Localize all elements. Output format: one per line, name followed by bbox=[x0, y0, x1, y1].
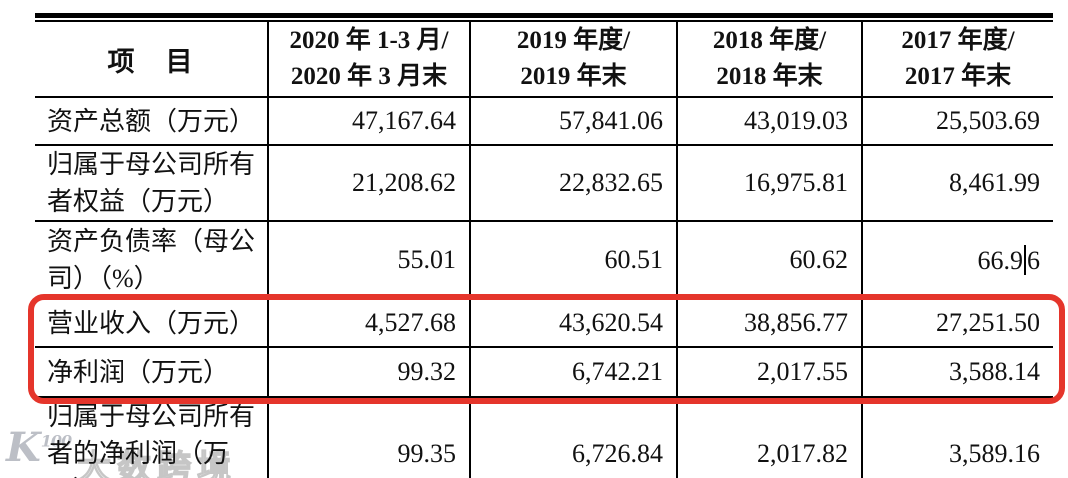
cell-value: 22,832.65 bbox=[469, 145, 677, 222]
table-row-net-profit: 净利润（万元） 99.32 6,742.21 2,017.55 3,588.14 bbox=[35, 347, 1053, 398]
table-top-thick-border bbox=[35, 13, 1053, 18]
cell-value: 25,503.69 bbox=[861, 97, 1053, 146]
cell-value: 43,019.03 bbox=[676, 97, 862, 146]
row-label: 资产总额（万元） bbox=[35, 97, 268, 146]
row-label: 归属于母公司所有 者权益（万元） bbox=[35, 145, 268, 222]
cell-value: 21,208.62 bbox=[267, 145, 470, 222]
column-header-2018: 2018 年度/ 2018 年末 bbox=[676, 21, 862, 98]
row-label: 营业收入（万元） bbox=[35, 299, 268, 348]
cell-value: 55.01 bbox=[267, 221, 470, 300]
cell-value: 99.35 bbox=[267, 397, 470, 478]
column-header-item: 项 目 bbox=[35, 21, 268, 98]
cell-value: 43,620.54 bbox=[469, 299, 677, 348]
table-row-revenue: 营业收入（万元） 4,527.68 43,620.54 38,856.77 27… bbox=[35, 299, 1053, 348]
cell-value: 16,975.81 bbox=[676, 145, 862, 222]
cell-value: 60.51 bbox=[469, 221, 677, 300]
table-row-total-assets: 资产总额（万元） 47,167.64 57,841.06 43,019.03 2… bbox=[35, 97, 1053, 146]
cell-value: 3,588.14 bbox=[861, 347, 1053, 398]
cell-value-with-caret: 66.9 6 bbox=[861, 221, 1053, 300]
cell-value: 57,841.06 bbox=[469, 97, 677, 146]
cell-value: 38,856.77 bbox=[676, 299, 862, 348]
cell-value: 27,251.50 bbox=[861, 299, 1053, 348]
column-header-2020: 2020 年 1-3 月/ 2020 年 3 月末 bbox=[267, 21, 470, 98]
column-header-2019: 2019 年度/ 2019 年末 bbox=[469, 21, 677, 98]
cell-value: 6,726.84 bbox=[469, 397, 677, 478]
text-cursor bbox=[1024, 244, 1026, 275]
cell-value: 3,589.16 bbox=[861, 397, 1053, 478]
table-row-debt-ratio: 资产负债率（母公 司）（%） 55.01 60.51 60.62 66.9 6 bbox=[35, 221, 1053, 300]
row-label: 资产负债率（母公 司）（%） bbox=[35, 221, 268, 300]
header-line: 2019 年末 bbox=[520, 63, 627, 90]
header-line: 2017 年末 bbox=[904, 63, 1012, 90]
cell-value: 47,167.64 bbox=[267, 97, 470, 146]
cell-value: 2,017.55 bbox=[676, 347, 862, 398]
header-row: 项 目 2020 年 1-3 月/ 2020 年 3 月末 2019 年度/ 2… bbox=[35, 21, 1053, 98]
cell-value: 99.32 bbox=[267, 347, 470, 398]
cell-value: 60.62 bbox=[676, 221, 862, 300]
cell-value: 6,742.21 bbox=[469, 347, 677, 398]
financial-summary-table: 项 目 2020 年 1-3 月/ 2020 年 3 月末 2019 年度/ 2… bbox=[35, 20, 1053, 478]
table-row-parent-equity: 归属于母公司所有 者权益（万元） 21,208.62 22,832.65 16,… bbox=[35, 145, 1053, 222]
header-line: 2018 年末 bbox=[716, 63, 823, 90]
row-label: 净利润（万元） bbox=[35, 347, 268, 398]
header-line: 2018 年度/ bbox=[712, 27, 827, 54]
header-line: 2020 年 1-3 月/ bbox=[289, 27, 449, 54]
header-line: 2020 年 3 月末 bbox=[290, 63, 448, 90]
header-line: 2017 年度/ bbox=[901, 27, 1015, 54]
column-header-2017: 2017 年度/ 2017 年末 bbox=[861, 21, 1053, 98]
table-row-parent-net-profit: 归属于母公司所有 者的净利润（万元） 99.35 6,726.84 2,017.… bbox=[35, 397, 1053, 478]
cell-value: 8,461.99 bbox=[861, 145, 1053, 222]
header-line: 2019 年度/ bbox=[516, 27, 631, 54]
cell-value: 4,527.68 bbox=[267, 299, 470, 348]
row-label: 归属于母公司所有 者的净利润（万元） bbox=[35, 397, 268, 478]
cell-value: 2,017.82 bbox=[676, 397, 862, 478]
